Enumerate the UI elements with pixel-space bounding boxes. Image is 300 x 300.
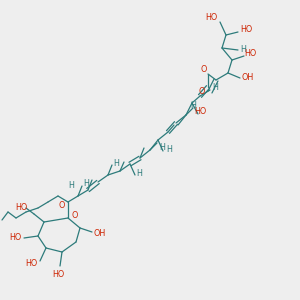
Text: HO: HO <box>10 233 22 242</box>
Text: H: H <box>240 46 246 55</box>
Text: HO: HO <box>244 50 256 58</box>
Text: O: O <box>199 88 205 97</box>
Text: H: H <box>113 158 119 167</box>
Text: H: H <box>212 83 218 92</box>
Text: H: H <box>166 146 172 154</box>
Text: O: O <box>72 211 78 220</box>
Text: H: H <box>136 169 142 178</box>
Text: HO: HO <box>26 259 38 268</box>
Text: O: O <box>201 65 207 74</box>
Text: HO: HO <box>52 270 64 279</box>
Text: H: H <box>83 178 89 188</box>
Text: O: O <box>59 200 65 209</box>
Text: HO: HO <box>206 14 218 22</box>
Text: HO: HO <box>16 202 28 211</box>
Text: H: H <box>68 182 74 190</box>
Text: HO: HO <box>194 107 206 116</box>
Text: HO: HO <box>240 26 252 34</box>
Text: H: H <box>159 143 165 152</box>
Text: H: H <box>190 101 196 110</box>
Text: OH: OH <box>242 74 254 82</box>
Text: OH: OH <box>94 229 106 238</box>
